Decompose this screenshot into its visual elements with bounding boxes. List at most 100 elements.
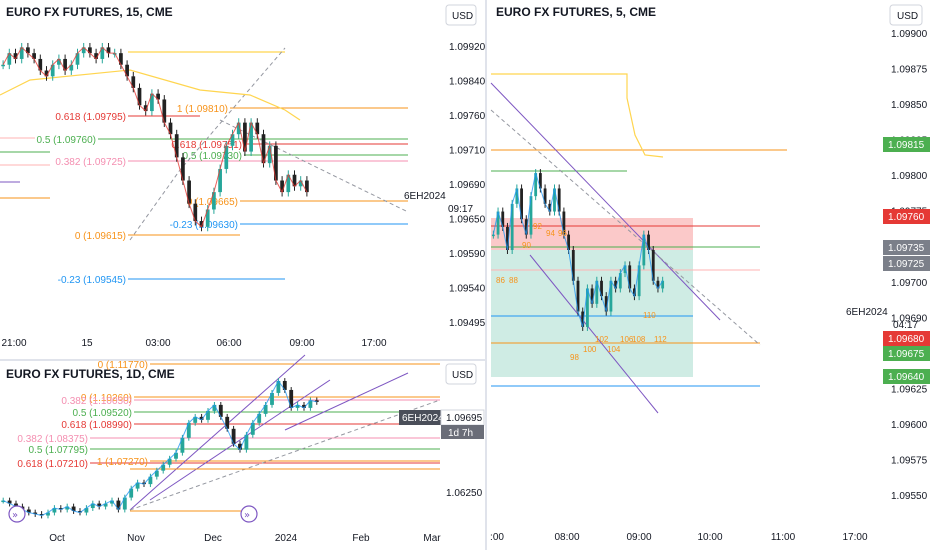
trend-line[interactable] (129, 399, 441, 511)
candle-body[interactable] (263, 404, 268, 414)
candle-body[interactable] (534, 173, 538, 197)
channel-line[interactable] (490, 82, 721, 321)
chart-panel-5m[interactable]: EURO FX FUTURES, 5, CME USD 1.09900 1.098… (490, 4, 930, 543)
candle-body[interactable] (491, 234, 495, 237)
candle-body[interactable] (501, 211, 505, 227)
candle-body[interactable] (637, 265, 641, 297)
candle-body[interactable] (647, 234, 650, 250)
candle-body[interactable] (26, 509, 31, 513)
candle-body[interactable] (276, 380, 281, 393)
candle-body[interactable] (57, 58, 61, 65)
candle-body[interactable] (206, 410, 210, 420)
candle-body[interactable] (609, 280, 613, 312)
chart-panel-1d[interactable]: EURO FX FUTURES, 1D, CME USD 0 (1.11770)… (1, 354, 485, 544)
candle-body[interactable] (230, 134, 235, 146)
candle-body[interactable] (651, 250, 655, 281)
candle-body[interactable] (90, 503, 95, 509)
candle-body[interactable] (548, 203, 552, 212)
candle-body[interactable] (33, 512, 38, 515)
candle-body[interactable] (122, 497, 127, 510)
candle-body[interactable] (298, 180, 303, 187)
candle-body[interactable] (585, 288, 589, 327)
candle-body[interactable] (39, 514, 44, 516)
candle-body[interactable] (506, 226, 509, 250)
candle-body[interactable] (69, 64, 74, 71)
candle-body[interactable] (243, 122, 247, 152)
candle-body[interactable] (238, 443, 242, 450)
candle-body[interactable] (38, 58, 43, 71)
candle-body[interactable] (267, 145, 272, 164)
candle-body[interactable] (52, 508, 57, 513)
candle-body[interactable] (249, 122, 253, 152)
candle-body[interactable] (131, 76, 136, 88)
candle-body[interactable] (65, 506, 70, 510)
candle-body[interactable] (129, 488, 134, 498)
candle-body[interactable] (257, 413, 262, 423)
candle-body[interactable] (135, 482, 140, 489)
trend-line[interactable] (490, 109, 761, 346)
candle-body[interactable] (154, 470, 159, 477)
candle-body[interactable] (590, 288, 594, 304)
candle-body[interactable] (661, 280, 665, 289)
candle-body[interactable] (218, 168, 222, 193)
currency-button[interactable] (445, 4, 477, 26)
candle-body[interactable] (270, 392, 274, 405)
candle-body[interactable] (623, 265, 627, 274)
candle-body[interactable] (557, 188, 561, 212)
candle-body[interactable] (75, 53, 80, 65)
candle-body[interactable] (302, 404, 306, 408)
candle-body[interactable] (116, 500, 121, 510)
candle-body[interactable] (180, 437, 185, 453)
candle-body[interactable] (515, 188, 519, 204)
candle-body[interactable] (524, 219, 528, 235)
candle-body[interactable] (282, 380, 287, 390)
candle-body[interactable] (274, 145, 278, 181)
candle-body[interactable] (106, 47, 111, 54)
candle-body[interactable] (250, 422, 255, 435)
channel-line[interactable] (284, 372, 409, 431)
candle-body[interactable] (13, 53, 18, 59)
candle-body[interactable] (295, 404, 300, 408)
candle-body[interactable] (656, 280, 660, 289)
candle-body[interactable] (143, 105, 148, 112)
candle-body[interactable] (244, 434, 249, 450)
candle-body[interactable] (167, 458, 172, 465)
candle-body[interactable] (314, 400, 319, 402)
candle-body[interactable] (567, 234, 571, 250)
candle-body[interactable] (562, 211, 566, 235)
candle-body[interactable] (614, 280, 618, 289)
candle-body[interactable] (161, 464, 166, 471)
candle-body[interactable] (137, 87, 142, 106)
candle-body[interactable] (496, 211, 500, 235)
candle-body[interactable] (280, 180, 284, 193)
candle-body[interactable] (125, 64, 129, 77)
candle-body[interactable] (181, 157, 185, 181)
candle-body[interactable] (58, 508, 63, 510)
candle-body[interactable] (7, 53, 12, 65)
candle-body[interactable] (224, 145, 229, 169)
candle-body[interactable] (231, 428, 236, 444)
candle-body[interactable] (618, 273, 622, 289)
candle-body[interactable] (88, 47, 92, 54)
replay-marker-icon[interactable] (240, 505, 258, 523)
candle-body[interactable] (162, 99, 167, 123)
candle-body[interactable] (538, 173, 542, 189)
channel-line[interactable] (129, 354, 306, 511)
candle-body[interactable] (225, 416, 230, 429)
candle-body[interactable] (553, 188, 556, 212)
candle-body[interactable] (510, 203, 514, 250)
candle-body[interactable] (633, 288, 636, 297)
candle-body[interactable] (286, 174, 291, 193)
candle-body[interactable] (305, 180, 309, 193)
candle-body[interactable] (236, 122, 241, 135)
candle-body[interactable] (148, 476, 153, 485)
candle-body[interactable] (628, 265, 632, 289)
candle-body[interactable] (543, 188, 547, 204)
candle-body[interactable] (576, 280, 580, 312)
candle-body[interactable] (199, 221, 204, 227)
candle-body[interactable] (600, 280, 603, 297)
candle-body[interactable] (174, 452, 178, 459)
candle-body[interactable] (150, 93, 154, 112)
candle-body[interactable] (46, 512, 50, 516)
currency-button[interactable] (889, 4, 923, 26)
